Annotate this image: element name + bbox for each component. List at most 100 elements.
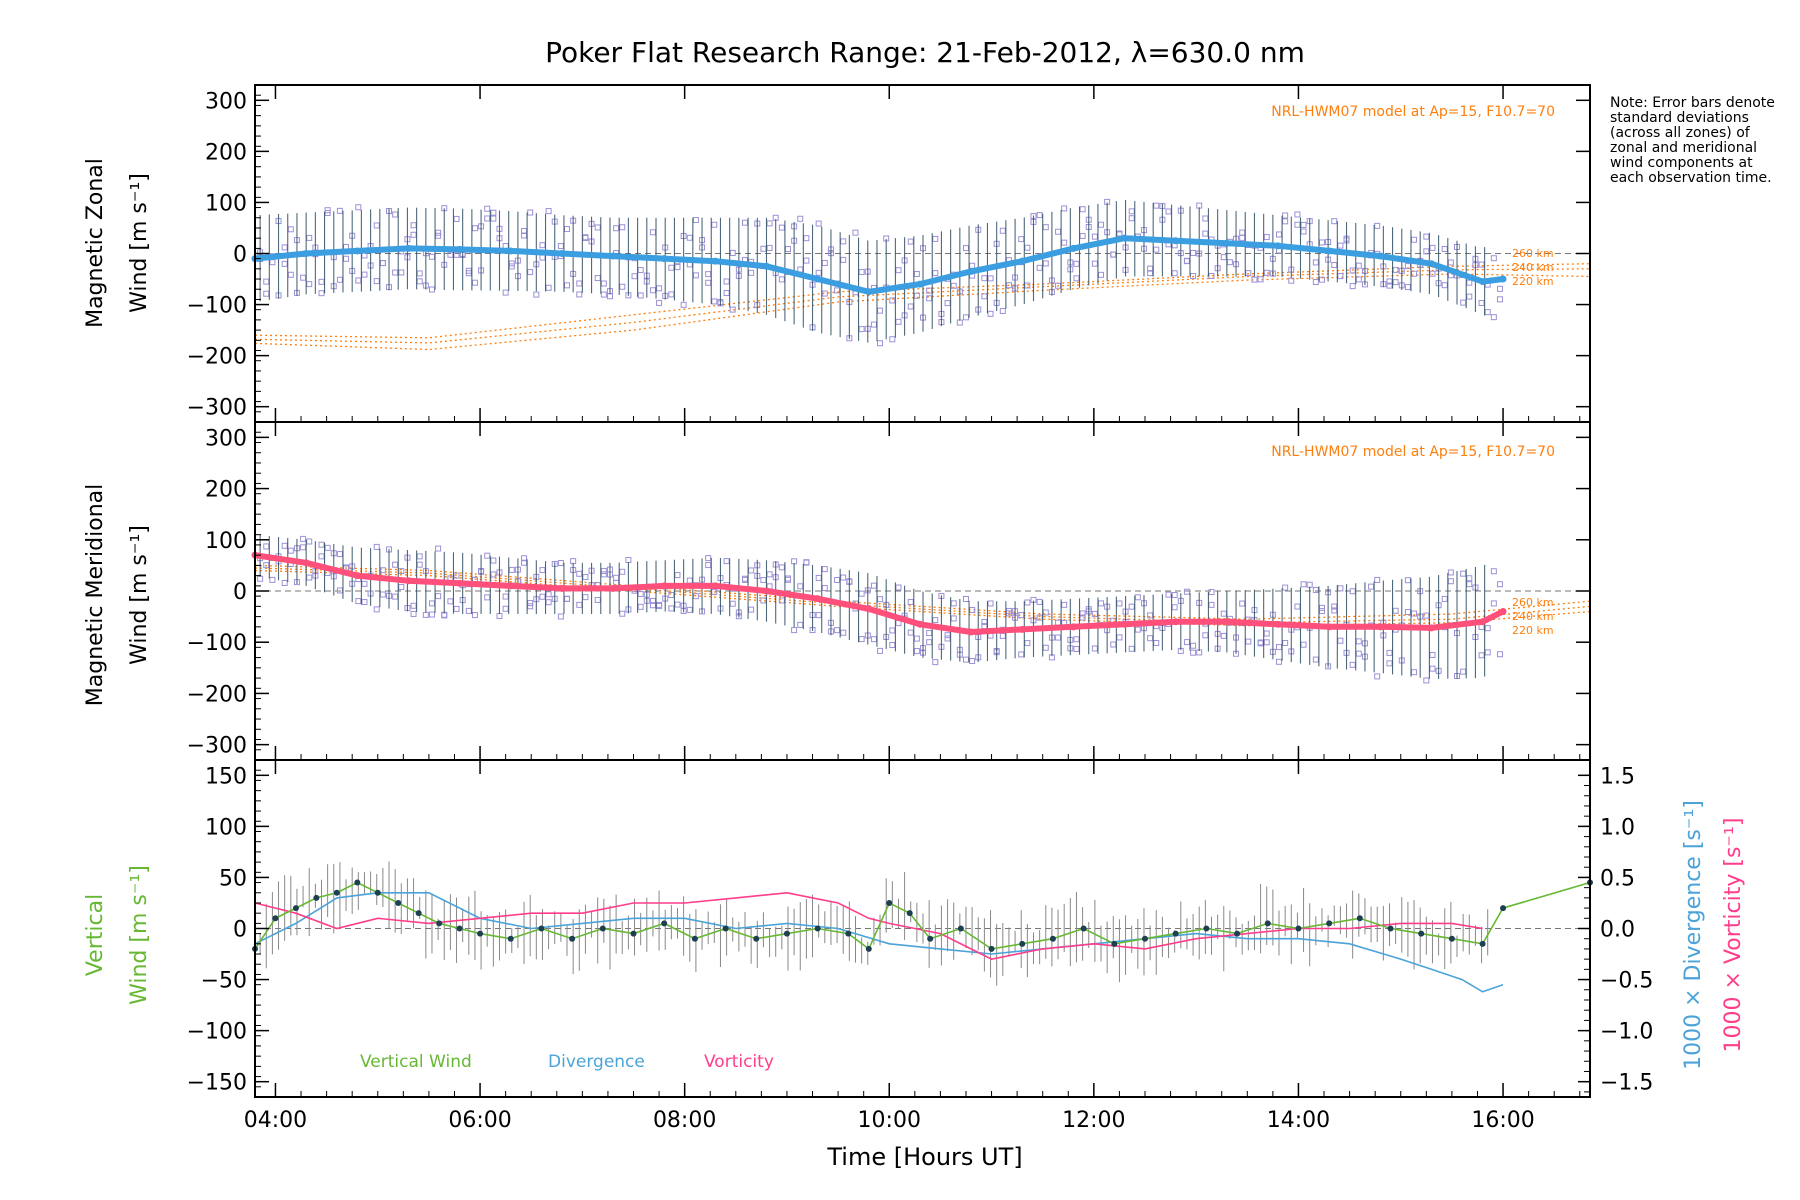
zone-sample-point xyxy=(379,567,386,574)
x-tick-label: 12:00 xyxy=(1062,1108,1125,1133)
zone-sample-point xyxy=(1318,276,1325,283)
zone-sample-point xyxy=(870,636,877,643)
zone-sample-point xyxy=(877,307,884,314)
zone-sample-point xyxy=(1147,265,1154,272)
zone-sample-point xyxy=(1331,607,1338,614)
zone-sample-point xyxy=(1165,208,1172,215)
zone-sample-point xyxy=(533,291,540,298)
zone-sample-point xyxy=(999,632,1006,639)
zone-sample-point xyxy=(1024,282,1031,289)
x-tick-label: 04:00 xyxy=(244,1108,307,1133)
zone-sample-point xyxy=(1423,612,1430,619)
mean-point xyxy=(967,628,975,636)
zone-sample-point xyxy=(815,612,822,619)
zone-sample-point xyxy=(742,219,749,226)
vertical-wind-point xyxy=(599,925,606,932)
vertical-wind-point xyxy=(783,930,790,937)
zone-sample-point xyxy=(877,340,884,347)
vertical-wind-point xyxy=(374,889,381,896)
zone-sample-point xyxy=(318,290,325,297)
x-tick-label: 14:00 xyxy=(1267,1108,1330,1133)
zone-sample-point xyxy=(1073,275,1080,282)
zone-sample-point xyxy=(465,270,472,277)
zone-sample-point xyxy=(1036,598,1043,605)
alt-label-merid-220: 220 km xyxy=(1512,624,1554,637)
zone-sample-point xyxy=(913,635,920,642)
zone-sample-point xyxy=(527,209,534,216)
zone-sample-point xyxy=(521,232,528,239)
y-tick-label: −100 xyxy=(187,631,247,656)
zone-sample-point xyxy=(907,303,914,310)
vertical-wind-point xyxy=(1172,930,1179,937)
zone-sample-point xyxy=(637,603,644,610)
zone-sample-point xyxy=(355,277,362,284)
y2-tick-label: 0.5 xyxy=(1600,866,1635,891)
zone-sample-point xyxy=(969,606,976,613)
vertical-wind-point xyxy=(272,915,279,922)
zone-sample-point xyxy=(1116,634,1123,641)
zone-sample-point xyxy=(1098,221,1105,228)
zonal-wind-panel: −300 −200 −100 0 100 200 300 xyxy=(187,84,1591,423)
zone-sample-point xyxy=(287,547,294,554)
zone-sample-point xyxy=(300,535,307,542)
mean-point xyxy=(1018,625,1026,633)
zone-sample-point xyxy=(1042,224,1049,231)
zone-sample-point xyxy=(471,612,478,619)
zone-sample-point xyxy=(453,215,460,222)
zone-sample-point xyxy=(950,600,957,607)
zone-sample-point xyxy=(1220,610,1227,617)
zone-sample-point xyxy=(410,222,417,229)
zone-sample-point xyxy=(410,231,417,238)
zone-sample-point xyxy=(649,287,656,294)
zone-sample-point xyxy=(1153,640,1160,647)
model-label-zonal: NRL-HWM07 model at Ap=15, F10.7=70 xyxy=(1271,104,1555,120)
zone-sample-point xyxy=(803,257,810,264)
vertical-wind-point xyxy=(1234,930,1241,937)
zone-sample-point xyxy=(281,579,288,586)
zone-sample-point xyxy=(281,542,288,549)
zone-sample-point xyxy=(784,576,791,583)
mean-point xyxy=(1427,260,1435,268)
zone-sample-point xyxy=(1220,254,1227,261)
zone-sample-point xyxy=(858,590,865,597)
zone-sample-point xyxy=(606,293,613,300)
zone-sample-point xyxy=(1202,215,1209,222)
zone-sample-point xyxy=(361,580,368,587)
vertical-wind-point xyxy=(1418,930,1425,937)
zone-sample-point xyxy=(987,275,994,282)
mean-point xyxy=(1223,618,1231,626)
vertical-wind-point xyxy=(1142,935,1148,942)
zone-sample-point xyxy=(263,290,270,297)
zone-sample-point xyxy=(1496,651,1503,658)
mean-point xyxy=(353,247,361,255)
zone-sample-point xyxy=(729,306,736,313)
zone-sample-point xyxy=(1312,279,1319,286)
mean-point xyxy=(762,262,770,270)
zone-sample-point xyxy=(674,601,681,608)
zone-sample-point xyxy=(1171,604,1178,611)
mean-point xyxy=(1018,257,1026,265)
zone-sample-point xyxy=(803,235,810,242)
divergence-line xyxy=(254,892,1504,993)
zone-sample-point xyxy=(656,299,663,306)
zone-sample-point xyxy=(1098,600,1105,607)
ylabel-vertical-line1: Vertical xyxy=(83,894,108,976)
y-tick-label: −100 xyxy=(187,294,247,319)
zone-sample-point xyxy=(692,593,699,600)
zone-sample-point xyxy=(1024,599,1031,606)
zone-sample-point xyxy=(1349,588,1356,595)
alt-label-zonal-220: 220 km xyxy=(1512,275,1554,288)
zone-sample-point xyxy=(766,244,773,251)
zone-sample-point xyxy=(870,582,877,589)
mean-point xyxy=(404,577,412,585)
zone-sample-point xyxy=(1128,208,1135,215)
zone-sample-point xyxy=(877,647,884,654)
zone-sample-point xyxy=(373,606,380,613)
zone-sample-point xyxy=(1018,651,1025,658)
zone-sample-point xyxy=(564,595,571,602)
zone-sample-point xyxy=(815,220,822,227)
vertical-wind-point xyxy=(691,935,698,942)
zone-sample-point xyxy=(1404,284,1411,291)
zone-sample-point xyxy=(1312,259,1319,266)
zone-sample-point xyxy=(1411,610,1418,617)
